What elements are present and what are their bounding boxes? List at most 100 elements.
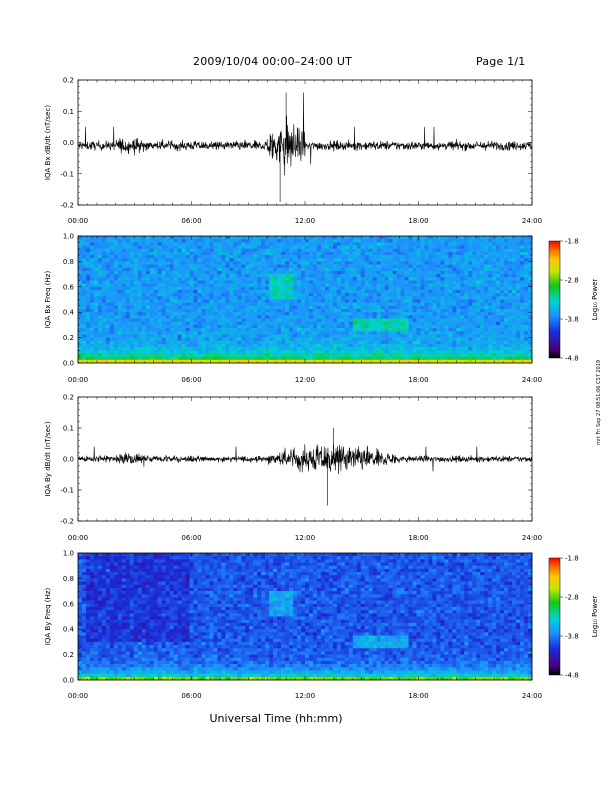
spectrogram-cell xyxy=(524,283,529,288)
spectrogram-cell xyxy=(78,350,83,354)
spectrogram-cell xyxy=(281,270,286,275)
spectrogram-cell xyxy=(265,312,270,316)
spectrogram-cell xyxy=(388,248,393,253)
spectrogram-cell xyxy=(277,302,282,307)
spectrogram-cell xyxy=(344,239,350,243)
spectrogram-cell xyxy=(305,267,310,272)
spectrogram-cell xyxy=(245,347,250,351)
spectrogram-cell xyxy=(101,340,107,345)
spectrogram-cell xyxy=(205,280,210,284)
spectrogram-cell xyxy=(312,337,318,342)
data-series-line xyxy=(77,92,533,202)
spectrogram-cell xyxy=(145,302,150,307)
spectrogram-cell xyxy=(305,261,310,265)
spectrogram-cell xyxy=(376,245,381,249)
spectrogram-cell xyxy=(85,324,91,329)
spectrogram-cell xyxy=(336,277,342,281)
spectrogram-cell xyxy=(93,286,99,291)
spectrogram-cell xyxy=(245,251,250,256)
spectrogram-cell xyxy=(340,315,346,319)
spectrogram-cell xyxy=(512,318,517,323)
spectrogram-cell xyxy=(229,302,234,307)
spectrogram-cell xyxy=(516,293,521,297)
spectrogram-cell xyxy=(305,270,310,275)
spectrogram-cell xyxy=(169,328,174,332)
spectrogram-cell xyxy=(181,331,186,335)
spectrogram-cell xyxy=(125,334,131,338)
spectrogram-cell xyxy=(432,343,437,348)
spectrogram-cell xyxy=(109,274,115,278)
spectrogram-cell xyxy=(133,305,139,310)
spectrogram-cell xyxy=(360,353,366,357)
spectrogram-cell xyxy=(153,353,158,357)
spectrogram-cell xyxy=(169,309,174,313)
spectrogram-cell xyxy=(85,248,91,253)
spectrogram-cell xyxy=(241,289,246,294)
spectrogram-cell xyxy=(400,248,405,253)
spectrogram-cell xyxy=(101,270,107,275)
spectrogram-cell xyxy=(253,296,258,300)
spectrogram-cell xyxy=(221,315,226,319)
spectrogram-cell xyxy=(336,296,342,300)
spectrogram-cell xyxy=(440,258,445,262)
spectrogram-cell xyxy=(356,337,362,342)
spectrogram-cell xyxy=(440,353,445,357)
spectrogram-cell xyxy=(392,315,397,319)
spectrogram-cell xyxy=(388,267,393,272)
spectrogram-cell xyxy=(121,289,127,294)
spectrogram-cell xyxy=(233,258,238,262)
spectrogram-cell xyxy=(85,356,91,361)
spectrogram-cell xyxy=(293,248,298,253)
spectrogram-cell xyxy=(436,340,441,345)
spectrogram-cell xyxy=(484,293,489,297)
spectrogram-cell xyxy=(305,242,310,246)
spectrogram-cell xyxy=(121,239,127,243)
spectrogram-cell xyxy=(213,312,218,316)
spectrogram-cell xyxy=(368,334,373,338)
spectrogram-cell xyxy=(308,343,314,348)
spectrogram-cell xyxy=(456,309,461,313)
spectrogram-cell xyxy=(189,293,194,297)
spectrogram-cell xyxy=(273,280,278,284)
spectrogram-cell xyxy=(416,289,421,294)
spectrogram-cell xyxy=(444,340,449,345)
spectrogram-cell xyxy=(504,248,509,253)
spectrogram-cell xyxy=(384,321,389,326)
spectrogram-cell xyxy=(265,318,270,323)
spectrogram-cell xyxy=(416,267,421,272)
spectrogram-cell xyxy=(193,261,198,265)
spectrogram-cell xyxy=(125,274,131,278)
spectrogram-cell xyxy=(249,343,254,348)
spectrogram-cell xyxy=(344,343,350,348)
spectrogram-cell xyxy=(440,251,445,256)
spectrogram-cell xyxy=(460,359,465,364)
spectrogram-cell xyxy=(78,321,83,326)
spectrogram-cell xyxy=(364,359,370,364)
spectrogram-cell xyxy=(520,286,525,291)
spectrogram-cell xyxy=(185,343,190,348)
spectrogram-cell xyxy=(384,258,389,262)
spectrogram-cell xyxy=(297,299,302,303)
spectrogram-cell xyxy=(480,305,485,310)
spectrogram-cell xyxy=(312,305,318,310)
spectrogram-cell xyxy=(432,315,437,319)
spectrogram-cell xyxy=(165,293,170,297)
spectrogram-cell xyxy=(428,328,433,332)
spectrogram-cell xyxy=(117,359,123,364)
spectrogram-cell xyxy=(177,248,182,253)
spectrogram-cell xyxy=(129,356,135,361)
spectrogram-cell xyxy=(488,356,493,361)
spectrogram-cell xyxy=(336,258,342,262)
spectrogram-cell xyxy=(460,236,465,240)
spectrogram-cell xyxy=(201,296,206,300)
spectrogram-cell xyxy=(229,286,234,291)
spectrogram-cell xyxy=(225,302,230,307)
spectrogram-cell xyxy=(78,264,83,269)
spectrogram-cell xyxy=(444,353,449,357)
spectrogram-cell xyxy=(101,331,107,335)
spectrogram-cell xyxy=(320,343,326,348)
spectrogram-cell xyxy=(392,267,397,272)
spectrogram-cell xyxy=(269,245,274,249)
spectrogram-cell xyxy=(261,248,266,253)
spectrogram-cell xyxy=(332,328,338,332)
